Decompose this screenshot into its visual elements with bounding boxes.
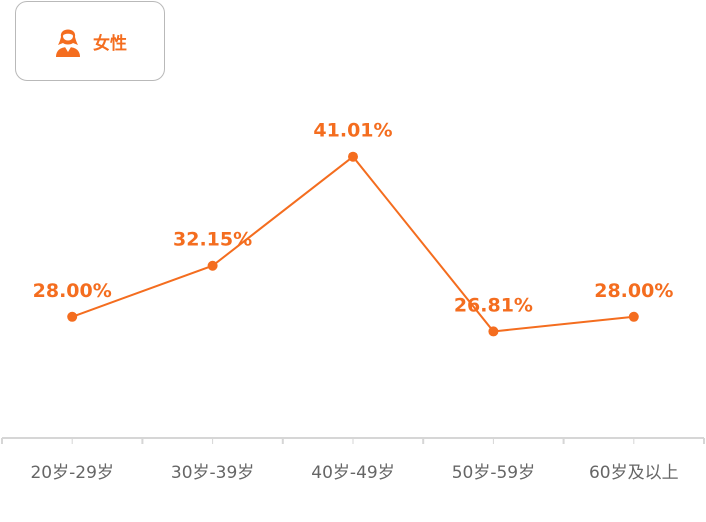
x-tick-label: 20岁-29岁: [30, 463, 113, 483]
female-person-icon: [56, 29, 80, 57]
x-axis-ticks: [1, 438, 705, 444]
data-point[interactable]: [67, 311, 78, 322]
data-point[interactable]: [488, 326, 499, 337]
data-point[interactable]: [348, 151, 358, 162]
data-label: 28.00%: [33, 280, 112, 302]
data-point[interactable]: [207, 260, 218, 271]
x-axis-tick-labels: 20岁-29岁 30岁-39岁 40岁-49岁 50岁-59岁 60岁及以上: [30, 463, 678, 483]
legend-badge: 女性: [15, 1, 165, 81]
x-tick-label: 60岁及以上: [589, 463, 679, 483]
data-labels: 28.00% 32.15% 41.01% 26.81% 28.00%: [33, 120, 674, 317]
series-points: [67, 151, 639, 337]
data-label: 32.15%: [173, 229, 252, 251]
series-line: [71, 155, 634, 333]
data-point[interactable]: [628, 311, 639, 322]
data-label: 26.81%: [454, 294, 533, 316]
x-tick-label: 40岁-49岁: [311, 463, 394, 483]
legend-badge-content: 女性: [53, 24, 127, 58]
x-tick-label: 30岁-39岁: [171, 463, 254, 483]
data-label: 41.01%: [313, 120, 392, 142]
legend-label: 女性: [93, 33, 127, 54]
data-label: 28.00%: [594, 280, 673, 302]
x-tick-label: 50岁-59岁: [452, 463, 535, 483]
